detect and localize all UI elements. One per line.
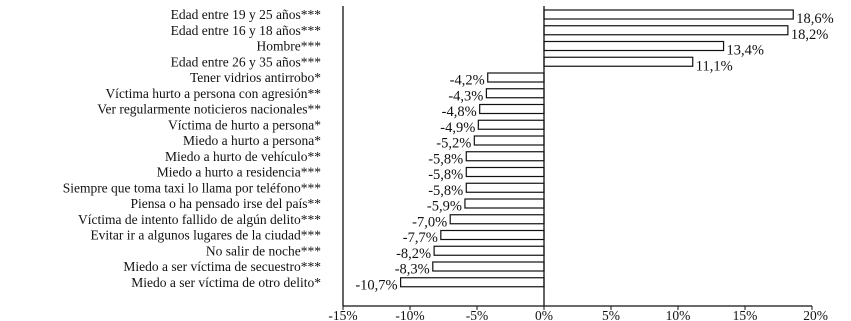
bar (543, 40, 725, 52)
value-label: -5,2% (436, 136, 471, 152)
bar (465, 182, 545, 193)
x-tick-label: -10% (395, 308, 424, 321)
value-label: -8,2% (396, 246, 431, 262)
category-label: Miedo a ser víctima de secuestro*** (123, 259, 321, 274)
category-label: Hombre*** (257, 39, 322, 54)
x-tick-label: 15% (733, 308, 758, 321)
category-label: Siempre que toma taxi lo llama por teléf… (63, 180, 322, 195)
axes: -15% -10% -5% 0% 5% 10% 15% 20% (328, 6, 828, 321)
category-label: Edad entre 19 y 25 años*** (171, 7, 322, 22)
category-label: Miedo a hurto a residencia*** (157, 165, 321, 180)
value-label: 11,1% (696, 58, 733, 74)
category-label: Piensa o ha pensado irse del país** (131, 196, 322, 211)
bar (449, 214, 545, 225)
x-tick-label: 5% (602, 308, 620, 321)
category-label: Tener vidrios antirrobo* (190, 70, 321, 85)
value-label: -4,3% (448, 88, 483, 104)
value-label: 18,2% (791, 27, 828, 43)
value-label: -5,8% (428, 167, 463, 183)
bar (465, 166, 545, 178)
bar (479, 103, 545, 115)
bar (440, 229, 545, 241)
category-label: Evitar ir a algunos lugares de la ciudad… (90, 228, 321, 243)
x-tick-label: -15% (328, 308, 357, 321)
bar (473, 135, 545, 146)
bar (487, 72, 545, 83)
value-label: -7,7% (403, 230, 438, 246)
category-label: Miedo a hurto de vehículo** (165, 149, 321, 164)
x-tick-label: -5% (466, 308, 489, 321)
x-tick-label: 20% (803, 308, 828, 321)
value-label: 18,6% (796, 11, 833, 27)
value-label: -8,3% (395, 262, 430, 278)
category-label: Víctima hurto a persona con agresión** (105, 86, 321, 101)
value-label: -4,8% (442, 104, 477, 120)
bar (465, 151, 545, 162)
category-label: Edad entre 16 y 18 años*** (171, 23, 322, 38)
value-label: -4,9% (440, 120, 475, 136)
bar (464, 198, 545, 209)
category-label: No salir de noche*** (206, 243, 321, 258)
bar (485, 88, 545, 99)
category-label: Miedo a ser víctima de otro delito* (131, 275, 321, 290)
value-label: 13,4% (727, 43, 764, 59)
value-label: -4,2% (450, 73, 485, 89)
x-tick-label: 0% (535, 308, 553, 321)
value-label: -10,7% (355, 277, 397, 293)
value-label: -5,8% (428, 183, 463, 199)
category-label: Edad entre 26 y 35 años*** (171, 54, 322, 69)
category-label: Ver regularmente noticieros nacionales** (97, 102, 321, 117)
category-label: Víctima de hurto a persona* (168, 117, 321, 132)
value-label: -5,9% (427, 199, 462, 215)
value-label: -5,8% (428, 151, 463, 167)
bar (543, 56, 694, 67)
category-labels: Edad entre 19 y 25 años***Edad entre 16 … (63, 7, 322, 290)
bar (400, 277, 545, 288)
value-labels: 18,6%18,2% 13,4%11,1% -4,2%-4,3%-4,8%-4,9%… (355, 11, 833, 293)
value-label: -7,0% (412, 214, 447, 230)
bar (433, 245, 545, 256)
bar (543, 9, 794, 20)
category-label: Miedo a hurto a persona* (183, 133, 321, 148)
x-tick-label: 10% (666, 308, 691, 321)
bar (477, 119, 545, 130)
bar (543, 25, 789, 36)
category-label: Víctima de intento fallido de algún deli… (78, 212, 321, 227)
bar (432, 261, 545, 272)
